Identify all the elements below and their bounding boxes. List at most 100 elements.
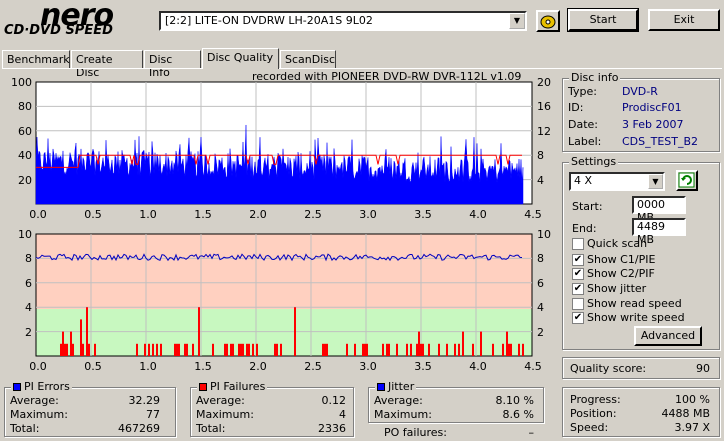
show-write-label: Show write speed xyxy=(587,311,685,324)
disc-type-label: Type: xyxy=(568,85,597,98)
pi-errors-max-label: Maximum: xyxy=(10,408,68,421)
pi-failure-bar xyxy=(428,343,430,356)
tab-divider xyxy=(2,68,722,69)
pi-failure-bar xyxy=(280,343,282,356)
tick: 4.0 xyxy=(469,208,487,221)
eject-disc-icon xyxy=(540,15,556,29)
jitter-max-label: Maximum: xyxy=(374,408,432,421)
quick-scan-label: Quick scan xyxy=(587,237,648,250)
show-c1-checkbox[interactable]: ✔ Show C1/PIE xyxy=(572,253,655,266)
pi-failure-bar xyxy=(364,343,366,356)
eject-button[interactable] xyxy=(536,10,560,32)
position-label: Position: xyxy=(570,407,617,420)
checkbox-box[interactable] xyxy=(572,238,584,250)
pi-failure-bar xyxy=(276,343,278,356)
pi-failure-bar xyxy=(160,343,162,356)
advanced-button[interactable]: Advanced xyxy=(634,326,702,346)
tab-disc-info[interactable]: Disc Info xyxy=(144,50,201,79)
quality-score-value: 90 xyxy=(696,362,710,375)
pi-failure-bar xyxy=(248,343,250,356)
tick: 1.0 xyxy=(139,208,157,221)
pi-failures-avg-value: 0.12 xyxy=(321,394,347,407)
checkbox-box[interactable] xyxy=(572,298,584,310)
tick: 1.0 xyxy=(139,360,157,373)
show-c2-checkbox[interactable]: ✔ Show C2/PIF xyxy=(572,267,655,280)
pi-failure-bar xyxy=(224,343,226,356)
pi-errors-chart: 100 80 60 40 20 20 12 8 4 16 0.0 0.5 1.0… xyxy=(11,78,551,221)
pi-failures-total-value: 2336 xyxy=(318,422,346,435)
pi-failure-bar xyxy=(186,343,188,356)
speed-select-value: 4 X xyxy=(574,174,593,187)
pi-errors-total-value: 467269 xyxy=(118,422,160,435)
pi-failure-bar xyxy=(226,343,228,356)
pi-failure-bar xyxy=(454,343,456,356)
pi-errors-avg-label: Average: xyxy=(10,394,59,407)
speed-select[interactable]: 4 X ▼ xyxy=(569,172,665,191)
disc-date-label: Date: xyxy=(568,118,598,131)
tick: 10 xyxy=(18,230,32,241)
tick: 40 xyxy=(18,149,32,162)
end-input[interactable]: 4489 MB xyxy=(632,218,686,246)
tick: 4.0 xyxy=(469,360,487,373)
tick: 6 xyxy=(537,277,544,290)
tab-benchmark[interactable]: Benchmark xyxy=(2,50,70,68)
show-write-checkbox[interactable]: ✔ Show write speed xyxy=(572,311,685,324)
tick: 4.5 xyxy=(524,208,542,221)
pi-failures-max-value: 4 xyxy=(339,408,346,421)
jitter-max-value: 8.6 % xyxy=(502,408,534,421)
chevron-down-icon[interactable]: ▼ xyxy=(648,174,663,189)
pi-failure-bar xyxy=(184,343,186,356)
chevron-down-icon[interactable]: ▼ xyxy=(509,13,525,29)
show-c1-label: Show C1/PIE xyxy=(587,253,656,266)
tick: 2 xyxy=(25,326,32,339)
jitter-color-icon xyxy=(377,383,385,391)
pi-failure-bar xyxy=(192,343,194,356)
check-icon[interactable]: ✔ xyxy=(572,312,584,324)
tick: 12 xyxy=(537,125,551,138)
quick-scan-checkbox[interactable]: Quick scan xyxy=(572,237,647,250)
tab-disc-quality[interactable]: Disc Quality xyxy=(202,48,279,69)
pi-failure-bar xyxy=(508,343,510,356)
show-read-checkbox[interactable]: Show read speed xyxy=(572,297,682,310)
start-button[interactable]: Start xyxy=(567,8,639,32)
pi-failure-bar xyxy=(458,343,460,356)
pi-failure-bar xyxy=(406,343,408,356)
tick: 6 xyxy=(25,277,32,290)
disc-label-label: Label: xyxy=(568,135,602,148)
check-icon[interactable]: ✔ xyxy=(572,268,584,280)
pi-failure-bar xyxy=(410,343,412,356)
pi-failure-bar xyxy=(242,343,244,356)
start-input[interactable]: 0000 MB xyxy=(632,196,686,224)
check-icon[interactable]: ✔ xyxy=(572,254,584,266)
tab-create-disc[interactable]: Create Disc xyxy=(71,50,143,79)
tick: 0.5 xyxy=(84,360,102,373)
end-label: End: xyxy=(572,222,597,235)
tick: 60 xyxy=(18,125,32,138)
nero-logo: nero xyxy=(40,0,114,33)
tick: 3.5 xyxy=(414,360,432,373)
pi-failure-bar xyxy=(462,331,464,356)
write-speed-series xyxy=(36,154,522,168)
pi-failure-bar xyxy=(198,307,200,356)
tab-scandisc[interactable]: ScanDisc xyxy=(280,50,336,68)
show-jitter-checkbox[interactable]: ✔ Show jitter xyxy=(572,282,646,295)
disc-type-value: DVD-R xyxy=(622,85,658,98)
tick: 3.0 xyxy=(359,360,377,373)
tick: 4 xyxy=(25,301,32,314)
disc-id-label: ID: xyxy=(568,101,584,114)
tick: 3.5 xyxy=(414,208,432,221)
pi-failure-bar xyxy=(366,343,368,356)
show-jitter-label: Show jitter xyxy=(587,282,647,295)
tick: 20 xyxy=(18,174,32,187)
exit-button[interactable]: Exit xyxy=(648,9,720,31)
quality-score-label: Quality score: xyxy=(570,362,647,375)
check-icon[interactable]: ✔ xyxy=(572,283,584,295)
refresh-icon xyxy=(678,172,695,188)
tick: 4 xyxy=(537,301,544,314)
pi-errors-total-label: Total: xyxy=(10,422,40,435)
refresh-button[interactable] xyxy=(676,170,698,191)
pi-failure-bar xyxy=(232,343,234,356)
pi-failure-bar xyxy=(416,343,418,356)
drive-select[interactable]: [2:2] LITE-ON DVDRW LH-20A1S 9L02 ▼ xyxy=(159,11,527,31)
show-read-label: Show read speed xyxy=(587,297,682,310)
